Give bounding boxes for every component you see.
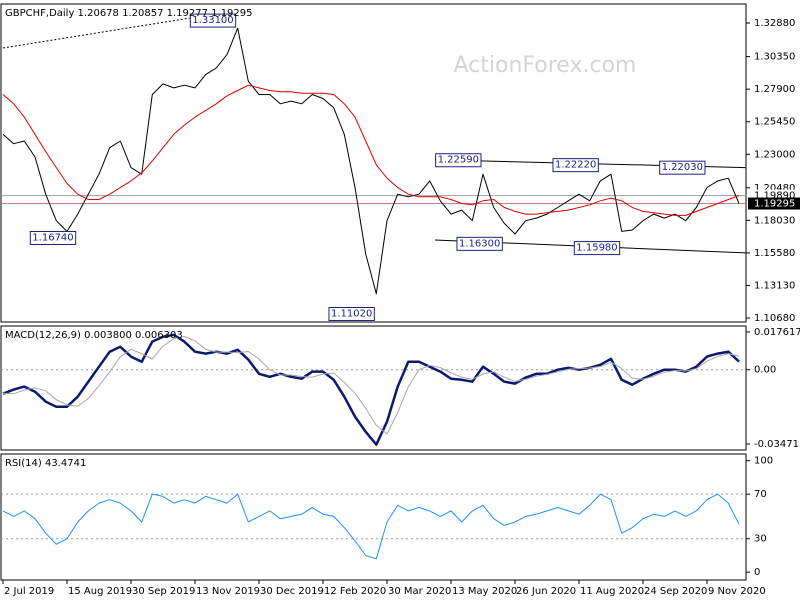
series-line	[2, 84, 740, 216]
x-tick-label: 13 Nov 2019	[196, 586, 260, 597]
annotation-label: 1.16740	[32, 232, 73, 243]
annotation-label: 1.22590	[438, 155, 479, 166]
annotation-box	[328, 306, 375, 321]
annotation-box	[456, 236, 503, 251]
pane-title: RSI(14) 43.4741	[5, 458, 86, 469]
trendline	[2, 17, 190, 49]
x-tick-label: 13 May 2020	[452, 586, 517, 597]
y-tick-label: 100	[754, 456, 773, 467]
pane-title: MACD(12,26,9) 0.003800 0.006303	[5, 330, 183, 341]
x-tick-label: 30 Sep 2019	[132, 586, 195, 597]
series-line	[2, 27, 740, 295]
y-tick-label: 1.13130	[754, 280, 795, 291]
price-tag	[748, 197, 800, 210]
x-tick-label: 30 Mar 2020	[388, 586, 451, 597]
pane	[1, 493, 746, 560]
x-tick-label: 30 Dec 2019	[260, 586, 324, 597]
y-tick-label: 1.10680	[754, 313, 795, 324]
y-tick-label: 30	[754, 534, 767, 545]
y-tick-label: 1.25450	[754, 117, 795, 128]
watermark: ActionForex.com	[454, 53, 637, 78]
y-tick-label: 70	[754, 489, 767, 500]
y-tick-label: 1.23000	[754, 149, 795, 160]
annotation-box	[552, 158, 599, 173]
y-tick-label: 1.20480	[754, 183, 795, 194]
x-tick-label: 11 Aug 2020	[580, 586, 644, 597]
annotation-label: 1.11020	[331, 308, 372, 319]
series-line	[2, 336, 740, 435]
annotation-label: 1.15980	[576, 243, 617, 254]
series-line	[2, 493, 740, 560]
x-tick-label: 2 Jul 2019	[4, 586, 54, 597]
pane-title: GBPCHF,Daily 1.20678 1.20857 1.19277 1.1…	[5, 8, 253, 19]
pane-frame	[0, 325, 747, 451]
y-tick-label: 1.18030	[754, 215, 795, 226]
y-tick-label: 0.00	[754, 365, 776, 376]
y-tick-label: -0.034711	[754, 439, 800, 450]
annotation-box	[189, 13, 237, 28]
x-tick-label: 24 Sep 2020	[644, 586, 707, 597]
y-tick-label: 0	[754, 567, 760, 578]
annotation-label: 1.22220	[555, 160, 596, 171]
x-tick-label: 26 Jun 2020	[516, 586, 576, 597]
series-line	[2, 333, 740, 446]
pane-frame	[0, 3, 747, 323]
pane	[1, 333, 746, 446]
annotation-box	[435, 153, 482, 168]
y-tick-label: 0.017617	[754, 327, 800, 338]
annotation-box	[659, 160, 706, 175]
x-tick-label: 12 Feb 2020	[324, 586, 386, 597]
price-tag-label: 1.19295	[754, 199, 795, 210]
y-tick-label: 1.30350	[754, 52, 795, 63]
y-tick-label: 1.27900	[754, 84, 795, 95]
x-tick-label: 9 Nov 2020	[708, 586, 766, 597]
annotation-label: 1.33100	[192, 15, 233, 26]
pane-frame	[0, 453, 747, 581]
annotation-box	[29, 230, 77, 245]
price-tag-label: 1.19890	[754, 191, 795, 202]
annotation-label: 1.16300	[459, 238, 500, 249]
annotation-label: 1.22030	[662, 162, 703, 173]
y-tick-label: 1.32880	[754, 18, 795, 29]
x-tick-label: 15 Aug 2019	[68, 586, 132, 597]
annotation-box	[573, 241, 621, 256]
y-tick-label: 1.15580	[754, 248, 795, 259]
